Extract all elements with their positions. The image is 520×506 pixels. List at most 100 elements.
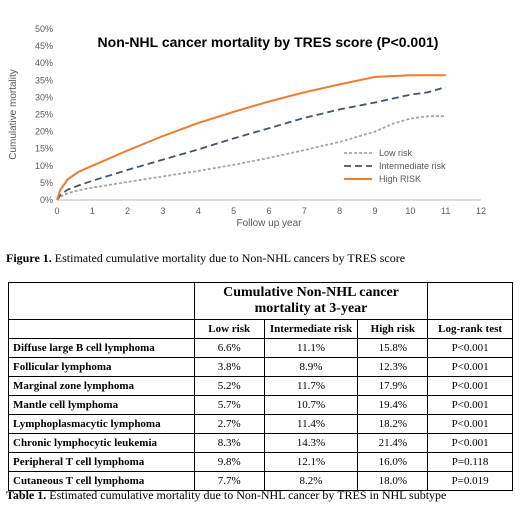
cell-intermediate-risk: 11.7% <box>263 376 359 396</box>
x-axis-label: Follow up year <box>236 218 302 229</box>
x-tick-label: 11 <box>441 206 450 216</box>
y-tick-label: 25% <box>35 110 53 120</box>
cell-intermediate-risk: 12.1% <box>263 452 359 472</box>
row-label: Mantle cell lymphoma <box>8 395 195 415</box>
cell-log-rank: P<0.001 <box>427 376 513 396</box>
chart-figure: Non-NHL cancer mortality by TRES score (… <box>0 0 520 238</box>
table-body: Diffuse large B cell lymphoma 6.6% 11.1% 15… <box>8 338 513 491</box>
y-tick-label: 30% <box>35 92 53 102</box>
table-row: Cutaneous T cell lymphoma 7.7% 8.2% 18.0% P=… <box>8 471 513 491</box>
chart-title: Non-NHL cancer mortality by TRES score (… <box>98 34 439 50</box>
x-tick-label: 10 <box>405 206 415 216</box>
cell-intermediate-risk: 11.4% <box>263 414 359 434</box>
cell-low-risk: 2.7% <box>193 414 265 434</box>
row-label: Cutaneous T cell lymphoma <box>8 471 195 491</box>
cell-high-risk: 21.4% <box>357 433 429 453</box>
x-tick-label: 5 <box>231 206 236 216</box>
table-row: Follicular lymphoma 3.8% 8.9% 12.3% P<0.001 <box>8 357 513 377</box>
legend-label: Intermediate risk <box>379 161 446 171</box>
cell-high-risk: 15.8% <box>357 338 429 358</box>
cell-high-risk: 17.9% <box>357 376 429 396</box>
legend-label: Low risk <box>379 148 413 158</box>
y-axis-label: Cumulative mortality <box>8 69 19 160</box>
cell-intermediate-risk: 8.2% <box>263 471 359 491</box>
y-tick-label: 35% <box>35 75 53 85</box>
group-header: Cumulative Non-NHL cancer mortality at 3… <box>193 282 429 320</box>
x-tick-label: 7 <box>302 206 307 216</box>
cell-low-risk: 5.7% <box>193 395 265 415</box>
x-tick-label: 9 <box>372 206 377 216</box>
low-risk-line <box>56 115 446 201</box>
col-header-intermediate: Intermediate risk <box>263 319 359 339</box>
legend-label: High RISK <box>379 174 421 184</box>
table-corner-cell <box>8 282 195 320</box>
table-row: Chronic lymphocytic leukemia 8.3% 14.3% 21.… <box>8 433 513 453</box>
cell-log-rank: P=0.118 <box>427 452 513 472</box>
cell-log-rank: P=0.019 <box>427 471 513 491</box>
table-row: Marginal zone lymphoma 5.2% 11.7% 17.9% P<0.… <box>8 376 513 396</box>
x-tick-label: 3 <box>160 206 165 216</box>
table-row: Mantle cell lymphoma 5.7% 10.7% 19.4% P<0.00… <box>8 395 513 415</box>
table-row: Peripheral T cell lymphoma 9.8% 12.1% 16.0%… <box>8 452 513 472</box>
row-label: Follicular lymphoma <box>8 357 195 377</box>
cell-log-rank: P<0.001 <box>427 357 513 377</box>
mortality-line-chart: Non-NHL cancer mortality by TRES score (… <box>8 24 486 229</box>
cell-high-risk: 12.3% <box>357 357 429 377</box>
y-tick-label: 10% <box>35 161 53 171</box>
y-tick-label: 5% <box>40 178 53 188</box>
col-header-high: High risk <box>357 319 429 339</box>
x-tick-label: 8 <box>337 206 342 216</box>
table-caption-label: Table 1. <box>6 488 47 502</box>
high-risk-line <box>56 74 446 201</box>
cell-high-risk: 18.2% <box>357 414 429 434</box>
table-subheader-row: Low risk Intermediate risk High risk Log… <box>8 319 513 339</box>
y-tick-label: 50% <box>35 24 53 34</box>
cell-log-rank: P<0.001 <box>427 433 513 453</box>
table-caption: Table 1. Estimated cumulative mortality … <box>6 488 446 503</box>
y-tick-label: 15% <box>35 144 53 154</box>
cell-low-risk: 7.7% <box>193 471 265 491</box>
x-tick-label: 6 <box>266 206 271 216</box>
cell-high-risk: 18.0% <box>357 471 429 491</box>
cell-intermediate-risk: 11.1% <box>263 338 359 358</box>
row-label: Diffuse large B cell lymphoma <box>8 338 195 358</box>
y-tick-label: 40% <box>35 58 53 68</box>
intermediate-risk-line <box>56 86 446 201</box>
cell-intermediate-risk: 8.9% <box>263 357 359 377</box>
table-row: Lymphoplasmacytic lymphoma 2.7% 11.4% 18.2%… <box>8 414 513 434</box>
x-tick-label: 1 <box>90 206 95 216</box>
cell-low-risk: 5.2% <box>193 376 265 396</box>
cell-log-rank: P<0.001 <box>427 395 513 415</box>
cell-low-risk: 3.8% <box>193 357 265 377</box>
cell-high-risk: 16.0% <box>357 452 429 472</box>
cell-low-risk: 8.3% <box>193 433 265 453</box>
x-tick-label: 0 <box>54 206 59 216</box>
cell-low-risk: 9.8% <box>193 452 265 472</box>
row-label: Chronic lymphocytic leukemia <box>8 433 195 453</box>
cell-intermediate-risk: 10.7% <box>263 395 359 415</box>
x-tick-label: 4 <box>196 206 201 216</box>
figure-caption-label: Figure 1. <box>6 251 52 265</box>
pvalue-header-spacer <box>427 282 513 320</box>
row-label: Marginal zone lymphoma <box>8 376 195 396</box>
cell-log-rank: P<0.001 <box>427 338 513 358</box>
y-tick-label: 20% <box>35 127 53 137</box>
cell-high-risk: 19.4% <box>357 395 429 415</box>
col-header-low: Low risk <box>193 319 265 339</box>
table-header-row: Cumulative Non-NHL cancer mortality at 3… <box>8 282 513 320</box>
figure-caption: Figure 1. Estimated cumulative mortality… <box>6 251 405 266</box>
cell-log-rank: P<0.001 <box>427 414 513 434</box>
row-label: Peripheral T cell lymphoma <box>8 452 195 472</box>
y-tick-label: 45% <box>35 41 53 51</box>
subheader-corner <box>8 319 195 339</box>
cell-intermediate-risk: 14.3% <box>263 433 359 453</box>
y-tick-label: 0% <box>40 195 53 205</box>
table-caption-text: Estimated cumulative mortality due to No… <box>46 488 447 502</box>
x-tick-label: 2 <box>125 206 130 216</box>
mortality-table: Cumulative Non-NHL cancer mortality at 3… <box>8 282 513 491</box>
table-row: Diffuse large B cell lymphoma 6.6% 11.1% 15… <box>8 338 513 358</box>
x-tick-label: 12 <box>476 206 486 216</box>
cell-low-risk: 6.6% <box>193 338 265 358</box>
row-label: Lymphoplasmacytic lymphoma <box>8 414 195 434</box>
col-header-pvalue: Log-rank test <box>427 319 513 339</box>
